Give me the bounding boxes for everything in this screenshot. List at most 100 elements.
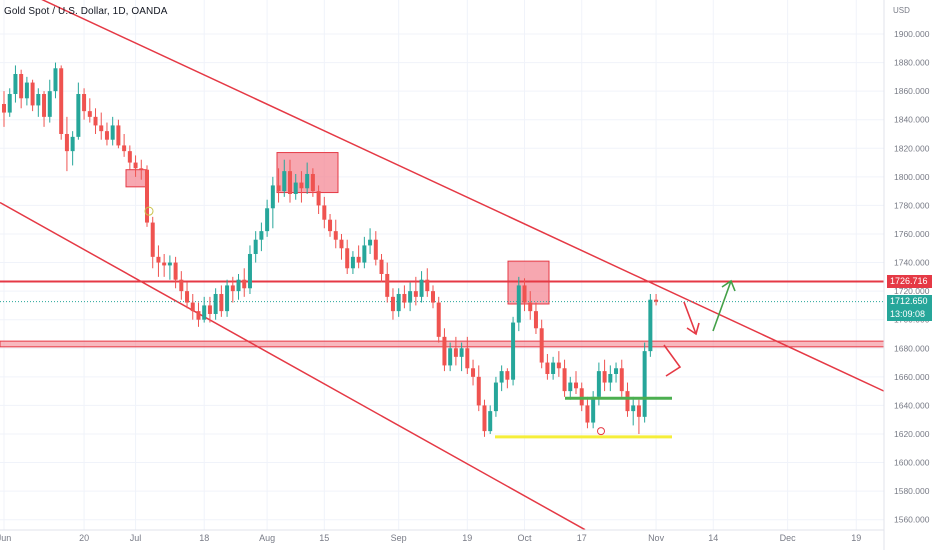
- candle-down[interactable]: [413, 291, 418, 297]
- candle-up[interactable]: [70, 136, 75, 152]
- highlight-zone-box[interactable]: [507, 260, 550, 305]
- candle-up[interactable]: [253, 239, 258, 254]
- candle-down[interactable]: [150, 222, 155, 257]
- candle-up[interactable]: [265, 208, 270, 232]
- candle-up[interactable]: [591, 396, 596, 423]
- candle-down[interactable]: [190, 302, 195, 312]
- candle-up[interactable]: [7, 93, 12, 113]
- candle-down[interactable]: [19, 73, 24, 99]
- candle-down[interactable]: [574, 382, 578, 389]
- candle-down[interactable]: [562, 368, 567, 392]
- candle-down[interactable]: [465, 348, 470, 369]
- candle-down[interactable]: [339, 239, 344, 249]
- candle-down[interactable]: [545, 362, 550, 374]
- candle-up[interactable]: [247, 253, 252, 289]
- candle-down[interactable]: [82, 93, 87, 112]
- candle-down[interactable]: [522, 285, 527, 303]
- candle-up[interactable]: [614, 368, 619, 374]
- candle-up[interactable]: [213, 293, 218, 314]
- candle-up[interactable]: [167, 262, 172, 266]
- candle-down[interactable]: [619, 368, 624, 392]
- candle-up[interactable]: [350, 256, 355, 269]
- candle-down[interactable]: [2, 103, 6, 113]
- candle-down[interactable]: [402, 293, 407, 303]
- channel-lower-trendline[interactable]: [0, 201, 586, 531]
- candle-down[interactable]: [528, 302, 533, 312]
- candle-up[interactable]: [362, 245, 367, 263]
- candle-down[interactable]: [116, 125, 121, 146]
- candle-up[interactable]: [631, 405, 636, 412]
- candle-down[interactable]: [122, 145, 127, 152]
- candle-up[interactable]: [488, 411, 493, 432]
- candle-down[interactable]: [288, 171, 292, 194]
- candle-down[interactable]: [162, 262, 167, 266]
- candle-up[interactable]: [493, 382, 498, 412]
- candle-down[interactable]: [64, 133, 69, 152]
- candle-up[interactable]: [516, 285, 521, 323]
- candle-down[interactable]: [93, 116, 98, 126]
- candle-up[interactable]: [419, 279, 424, 297]
- candle-down[interactable]: [471, 368, 476, 377]
- candle-down[interactable]: [425, 279, 430, 292]
- candle-up[interactable]: [293, 182, 298, 194]
- candle-down[interactable]: [316, 191, 321, 206]
- candle-up[interactable]: [448, 348, 453, 366]
- candle-down[interactable]: [207, 305, 212, 314]
- candle-up[interactable]: [13, 73, 18, 94]
- candle-down[interactable]: [87, 111, 92, 117]
- candle-up[interactable]: [459, 348, 464, 357]
- candle-down[interactable]: [173, 262, 178, 280]
- candle-up[interactable]: [47, 91, 52, 117]
- candle-down[interactable]: [453, 348, 458, 357]
- candle-down[interactable]: [185, 291, 190, 303]
- candle-up[interactable]: [202, 305, 207, 320]
- candle-down[interactable]: [379, 259, 384, 274]
- candle-down[interactable]: [242, 279, 247, 289]
- candle-down[interactable]: [585, 405, 590, 423]
- candle-up[interactable]: [408, 291, 413, 303]
- candle-up[interactable]: [511, 322, 516, 380]
- candle-down[interactable]: [196, 311, 201, 320]
- candle-down[interactable]: [539, 328, 544, 363]
- candle-down[interactable]: [356, 256, 361, 263]
- candle-up[interactable]: [53, 68, 58, 92]
- candle-down[interactable]: [385, 273, 390, 297]
- candle-down[interactable]: [310, 173, 315, 192]
- candle-down[interactable]: [373, 239, 378, 260]
- candle-down[interactable]: [276, 185, 281, 192]
- candle-down[interactable]: [328, 219, 333, 232]
- candle-up[interactable]: [305, 173, 310, 189]
- candle-down[interactable]: [654, 299, 659, 302]
- candle-down[interactable]: [436, 302, 441, 337]
- candle-up[interactable]: [596, 371, 601, 397]
- candle-down[interactable]: [156, 256, 161, 263]
- candle-up[interactable]: [270, 185, 275, 209]
- candle-up[interactable]: [642, 351, 647, 417]
- candle-up[interactable]: [568, 382, 573, 392]
- candle-down[interactable]: [602, 371, 607, 383]
- candle-down[interactable]: [505, 371, 510, 380]
- candle-down[interactable]: [442, 336, 447, 366]
- candle-down[interactable]: [104, 131, 109, 140]
- candle-down[interactable]: [299, 182, 304, 189]
- candle-up[interactable]: [648, 299, 653, 352]
- candle-down[interactable]: [230, 285, 235, 292]
- candle-up[interactable]: [24, 82, 29, 99]
- candle-down[interactable]: [30, 82, 35, 106]
- candle-down[interactable]: [333, 231, 338, 240]
- candle-down[interactable]: [99, 125, 104, 132]
- candle-down[interactable]: [42, 93, 47, 117]
- support-zone-band[interactable]: [0, 340, 885, 348]
- candle-down[interactable]: [431, 291, 435, 303]
- candle-down[interactable]: [476, 376, 481, 406]
- candle-up[interactable]: [76, 93, 81, 137]
- candle-down[interactable]: [127, 151, 132, 163]
- candle-up[interactable]: [236, 279, 241, 292]
- candle-down[interactable]: [179, 279, 184, 292]
- candle-up[interactable]: [551, 362, 556, 374]
- candle-down[interactable]: [139, 168, 144, 170]
- candle-down[interactable]: [322, 205, 327, 220]
- candle-down[interactable]: [533, 311, 538, 329]
- candle-down[interactable]: [133, 162, 138, 169]
